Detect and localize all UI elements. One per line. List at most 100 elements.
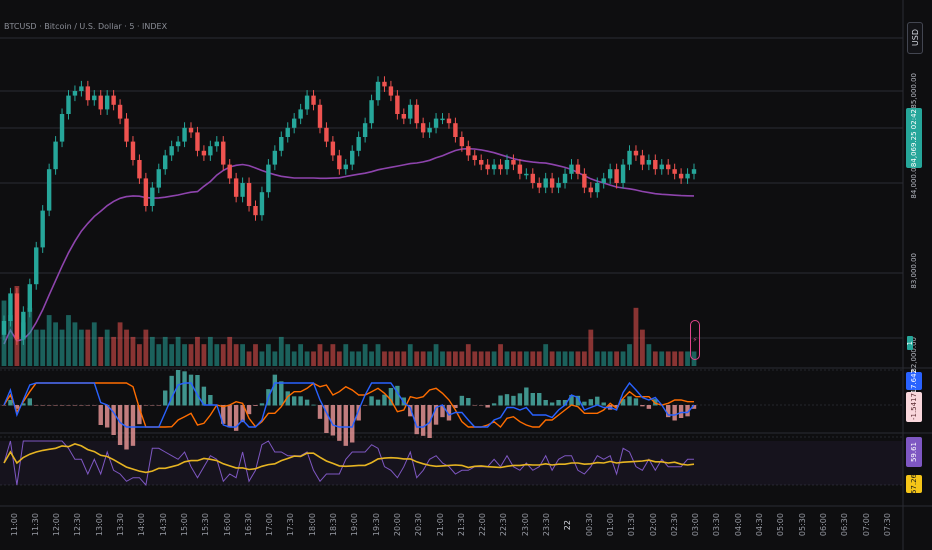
macd-histogram-bar — [414, 405, 419, 435]
candle-body — [420, 123, 426, 133]
candle-body — [227, 164, 232, 179]
time-axis-label: 16:00 — [222, 513, 232, 537]
candle-body — [8, 293, 13, 321]
volume-bar — [227, 336, 233, 366]
rsi-line — [3, 440, 694, 487]
candle-body — [459, 137, 465, 147]
macd-histogram-bar — [72, 405, 78, 406]
candle-body — [92, 95, 97, 101]
macd-histogram-bar — [485, 405, 490, 408]
volume-bar — [233, 344, 239, 366]
candle-body — [595, 183, 600, 193]
macd-histogram-bar — [556, 400, 561, 406]
volume-bar — [278, 336, 284, 366]
macd-histogram-bar — [433, 405, 439, 425]
time-axis-label: 04:00 — [733, 513, 743, 537]
volume-bar — [485, 351, 491, 366]
volume-bar — [601, 351, 607, 366]
rsi-pane[interactable] — [3, 440, 695, 487]
macd-histogram-bar — [182, 371, 187, 406]
candle-body — [588, 187, 594, 193]
symbol-title[interactable]: BTCUSD · Bitcoin / U.S. Dollar · 5 · IND… — [4, 22, 168, 31]
time-axis-label: 19:30 — [371, 513, 381, 537]
candle-body — [343, 164, 348, 170]
volume-bar — [14, 286, 20, 366]
volume-bar — [285, 344, 291, 366]
candle-body — [666, 164, 671, 170]
macd-histogram-bar — [511, 395, 516, 406]
candle-body — [169, 146, 174, 156]
candle-body — [569, 164, 574, 174]
macd-histogram-bar — [375, 399, 381, 406]
candle-body — [511, 160, 516, 165]
macd-signal-badge: -1.5417 — [906, 392, 922, 422]
candle-body — [395, 95, 400, 114]
time-axis-label: 05:00 — [776, 513, 786, 537]
macd-histogram-bar — [569, 395, 574, 406]
volume-bar — [46, 315, 52, 366]
volume-bar — [672, 351, 678, 366]
candle-body — [291, 118, 297, 128]
volume-bar — [111, 336, 117, 366]
volume-bar — [388, 351, 394, 366]
price-axis-label: 84,000.00 — [910, 163, 918, 199]
volume-bar — [369, 351, 374, 366]
time-axis-label: 18:00 — [307, 513, 317, 537]
volume-bar — [317, 344, 323, 366]
macd-histogram-bar — [311, 404, 316, 406]
macd-histogram-bar — [633, 398, 639, 406]
volume-bar — [588, 329, 594, 366]
candle-body — [311, 95, 316, 105]
candle-body — [330, 141, 336, 156]
macd-histogram-bar — [678, 405, 684, 418]
candle-body — [485, 164, 490, 170]
time-axis-label: 03:30 — [712, 513, 722, 537]
candle-body — [111, 95, 116, 105]
macd-histogram-bar — [627, 396, 632, 406]
macd-histogram-bar — [691, 405, 697, 409]
candle-body — [253, 206, 258, 216]
macd-histogram-bar — [143, 405, 149, 406]
volume-bar — [214, 344, 220, 366]
macd-histogram-bar — [175, 370, 181, 406]
macd-histogram-bar — [343, 405, 348, 446]
rsi-value-badge: 59.61 — [906, 437, 922, 467]
bell-alert-icon[interactable]: ⚡ — [690, 320, 700, 360]
volume-bar — [478, 351, 484, 366]
macd-histogram-bar — [208, 395, 213, 406]
time-axis-label: 05:30 — [797, 513, 807, 537]
volume-bar — [427, 351, 433, 366]
price-axis-label: 83,000.00 — [910, 253, 918, 289]
macd-histogram-bar — [111, 405, 116, 435]
candle-body — [453, 123, 458, 137]
volume-bar — [240, 344, 245, 366]
time-axis-label: 17:30 — [286, 513, 296, 537]
volume-bar — [220, 344, 226, 366]
candle-body — [143, 178, 149, 206]
macd-histogram-bar — [575, 395, 581, 406]
currency-label: USD — [910, 29, 920, 47]
macd-histogram-bar — [285, 391, 290, 406]
candle-body — [46, 169, 52, 211]
volume-bar — [394, 351, 400, 366]
volume-bar — [162, 336, 168, 366]
candle-body — [221, 141, 226, 165]
macd-histogram-bar — [137, 405, 142, 425]
candle-body — [491, 164, 497, 170]
volume-bar — [375, 344, 381, 366]
candle-body — [66, 95, 71, 114]
candle-body — [401, 114, 407, 119]
volume-bar — [640, 329, 645, 366]
candle-body — [362, 123, 368, 137]
time-axis-label: 06:30 — [840, 513, 850, 537]
macd-histogram-bar — [517, 393, 523, 406]
time-axis-label: 00:30 — [584, 513, 594, 537]
candle-body — [163, 155, 168, 170]
macd-histogram-bar — [27, 398, 32, 406]
currency-button[interactable]: USD — [907, 22, 923, 54]
macd-pane[interactable] — [1, 370, 697, 450]
macd-histogram-bar — [537, 393, 542, 406]
current-price-tag: 84,069.25 02:42 — [906, 108, 922, 168]
macd-histogram-bar — [685, 405, 690, 417]
